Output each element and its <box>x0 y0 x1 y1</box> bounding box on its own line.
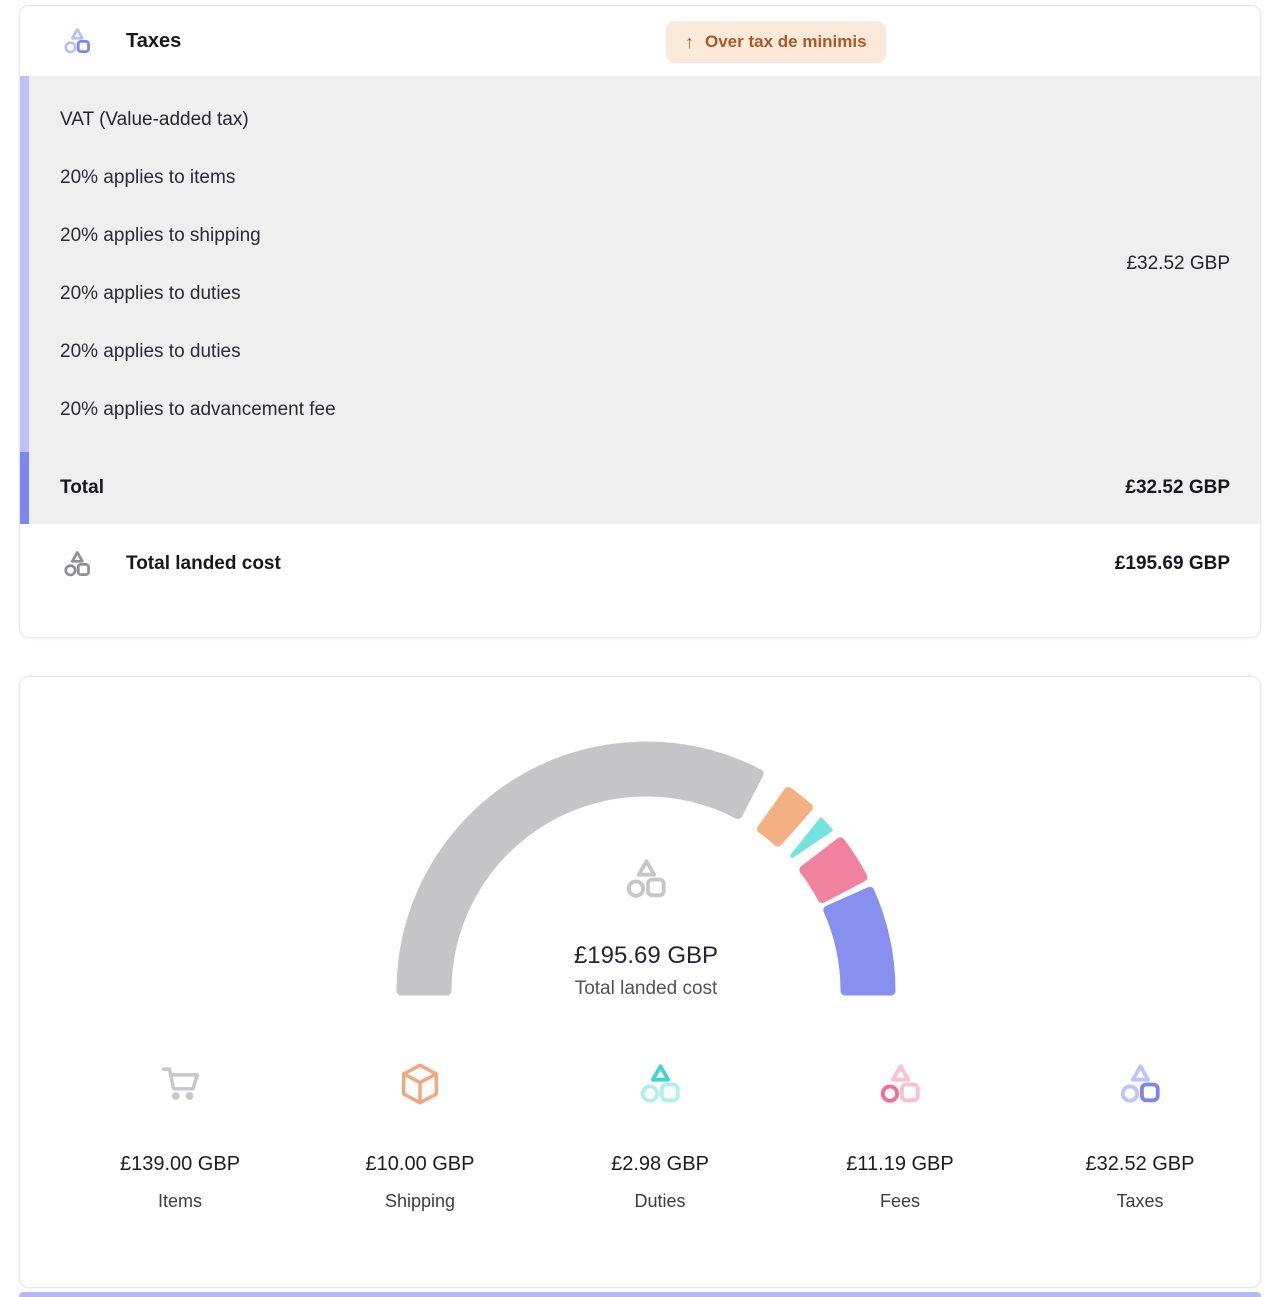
legend-value: £10.00 GBP <box>365 1153 475 1175</box>
landed-cost-shapes-icon <box>64 551 90 577</box>
vat-line: 20% applies to items <box>60 167 236 188</box>
cart-icon <box>161 1067 199 1100</box>
shapes-triangle-icon <box>640 1064 680 1103</box>
tax-total-amount: £32.52 GBP <box>1125 477 1230 498</box>
vat-breakdown-section: VAT (Value-added tax) 20% applies to ite… <box>20 76 1260 524</box>
tax-total-row: Total £32.52 GBP <box>20 452 1260 524</box>
tax-total-label: Total <box>60 477 104 498</box>
gauge-legend: £139.00 GBP Items £10.00 GBP Shipping <box>20 1061 1260 1212</box>
vat-line: 20% applies to shipping <box>60 225 261 246</box>
legend-label: Taxes <box>1116 1191 1164 1211</box>
legend-label: Duties <box>634 1191 686 1211</box>
gauge-center-shapes-icon <box>626 859 666 898</box>
gauge-arc-svg <box>396 741 896 996</box>
landed-cost-label: Total landed cost <box>126 553 281 574</box>
gauge-center-value: £195.69 GBP <box>573 942 719 969</box>
legend-label: Items <box>157 1191 202 1211</box>
legend-item-shipping[interactable]: £10.00 GBP Shipping <box>300 1061 540 1212</box>
gauge-segment-shipping[interactable] <box>757 787 813 847</box>
gauge-segment-duties[interactable] <box>790 817 833 858</box>
taxes-title: Taxes <box>126 29 182 52</box>
next-card-top-edge <box>19 1292 1261 1297</box>
package-icon <box>401 1063 439 1105</box>
legend-value: £139.00 GBP <box>119 1153 241 1175</box>
landed-cost-amount: £195.69 GBP <box>1114 553 1230 574</box>
legend-value: £11.19 GBP <box>846 1153 954 1175</box>
legend-value: £2.98 GBP <box>611 1153 709 1175</box>
over-de-minimis-badge: ↑ Over tax de minimis <box>666 21 886 63</box>
legend-value: £32.52 GBP <box>1085 1153 1195 1175</box>
accent-bar-dark <box>20 452 29 524</box>
vat-line: 20% applies to advancement fee <box>60 399 336 420</box>
legend-item-fees[interactable]: £11.19 GBP Fees <box>780 1061 1020 1212</box>
vat-lines: VAT (Value-added tax) 20% applies to ite… <box>20 76 1260 439</box>
total-landed-cost-row: Total landed cost £195.69 GBP <box>20 524 1260 637</box>
legend-item-taxes[interactable]: £32.52 GBP Taxes <box>1020 1061 1260 1212</box>
landed-cost-gauge-card: £195.69 GBP Total landed cost £139.00 GB… <box>19 676 1261 1288</box>
legend-item-items[interactable]: £139.00 GBP Items <box>60 1061 300 1212</box>
taxes-shapes-icon <box>64 28 90 54</box>
gauge-segment-fees[interactable] <box>799 837 868 903</box>
taxes-card-header: Taxes ↑ Over tax de minimis <box>20 6 1260 76</box>
taxes-card: Taxes ↑ Over tax de minimis VAT (Value-a… <box>19 5 1261 638</box>
vat-amount: £32.52 GBP <box>1126 253 1230 274</box>
legend-label: Shipping <box>384 1191 456 1211</box>
vat-title: VAT (Value-added tax) <box>60 109 249 130</box>
accent-bar-light <box>20 76 29 452</box>
vat-line: 20% applies to duties <box>60 283 241 304</box>
gauge-segment-taxes[interactable] <box>823 886 896 996</box>
legend-item-duties[interactable]: £2.98 GBP Duties <box>540 1061 780 1212</box>
legend-label: Fees <box>879 1191 921 1211</box>
landed-left: Total landed cost <box>62 549 281 579</box>
badge-label: Over tax de minimis <box>705 32 867 51</box>
arrow-up-icon: ↑ <box>685 31 694 52</box>
vat-line: 20% applies to duties <box>60 341 241 362</box>
shapes-square-icon <box>1120 1064 1160 1103</box>
shapes-circle-icon <box>880 1064 920 1103</box>
gauge-center-label: Total landed cost <box>574 978 718 999</box>
gauge-segment-items[interactable] <box>396 741 764 996</box>
